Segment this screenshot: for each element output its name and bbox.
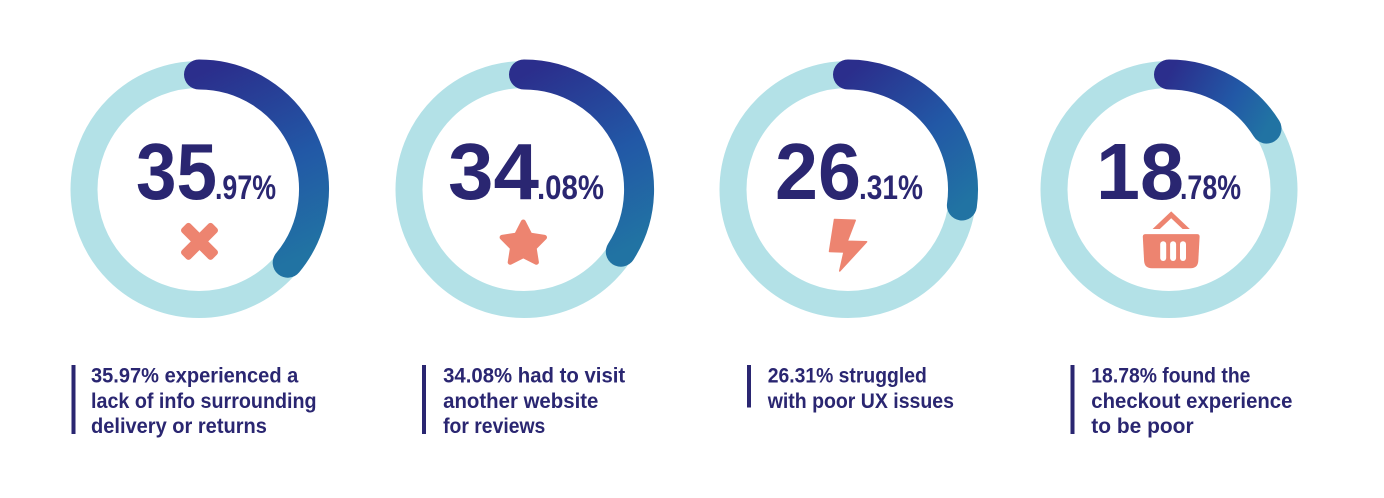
- svg-text:for reviews: for reviews: [443, 415, 545, 438]
- svg-text:18: 18: [1096, 127, 1184, 216]
- svg-text:checkout experience: checkout experience: [1091, 390, 1292, 413]
- svg-text:26.31% struggled: 26.31% struggled: [768, 364, 927, 387]
- svg-text:delivery or returns: delivery or returns: [91, 415, 267, 438]
- svg-text:34: 34: [448, 127, 540, 216]
- svg-text:lack of info surrounding: lack of info surrounding: [91, 390, 317, 413]
- svg-text:with poor UX issues: with poor UX issues: [767, 390, 954, 413]
- svg-text:35: 35: [136, 127, 217, 216]
- svg-text:.08%: .08%: [537, 169, 604, 207]
- svg-text:34.08% had to visit: 34.08% had to visit: [443, 364, 625, 387]
- svg-text:another website: another website: [443, 390, 598, 413]
- svg-text:.97%: .97%: [215, 169, 276, 207]
- svg-text:18.78% found the: 18.78% found the: [1091, 364, 1250, 387]
- svg-text:.31%: .31%: [859, 169, 923, 207]
- svg-text:.78%: .78%: [1180, 169, 1241, 207]
- svg-text:26: 26: [775, 127, 861, 216]
- svg-text:to be poor: to be poor: [1091, 415, 1193, 438]
- svg-text:35.97% experienced a: 35.97% experienced a: [91, 364, 299, 387]
